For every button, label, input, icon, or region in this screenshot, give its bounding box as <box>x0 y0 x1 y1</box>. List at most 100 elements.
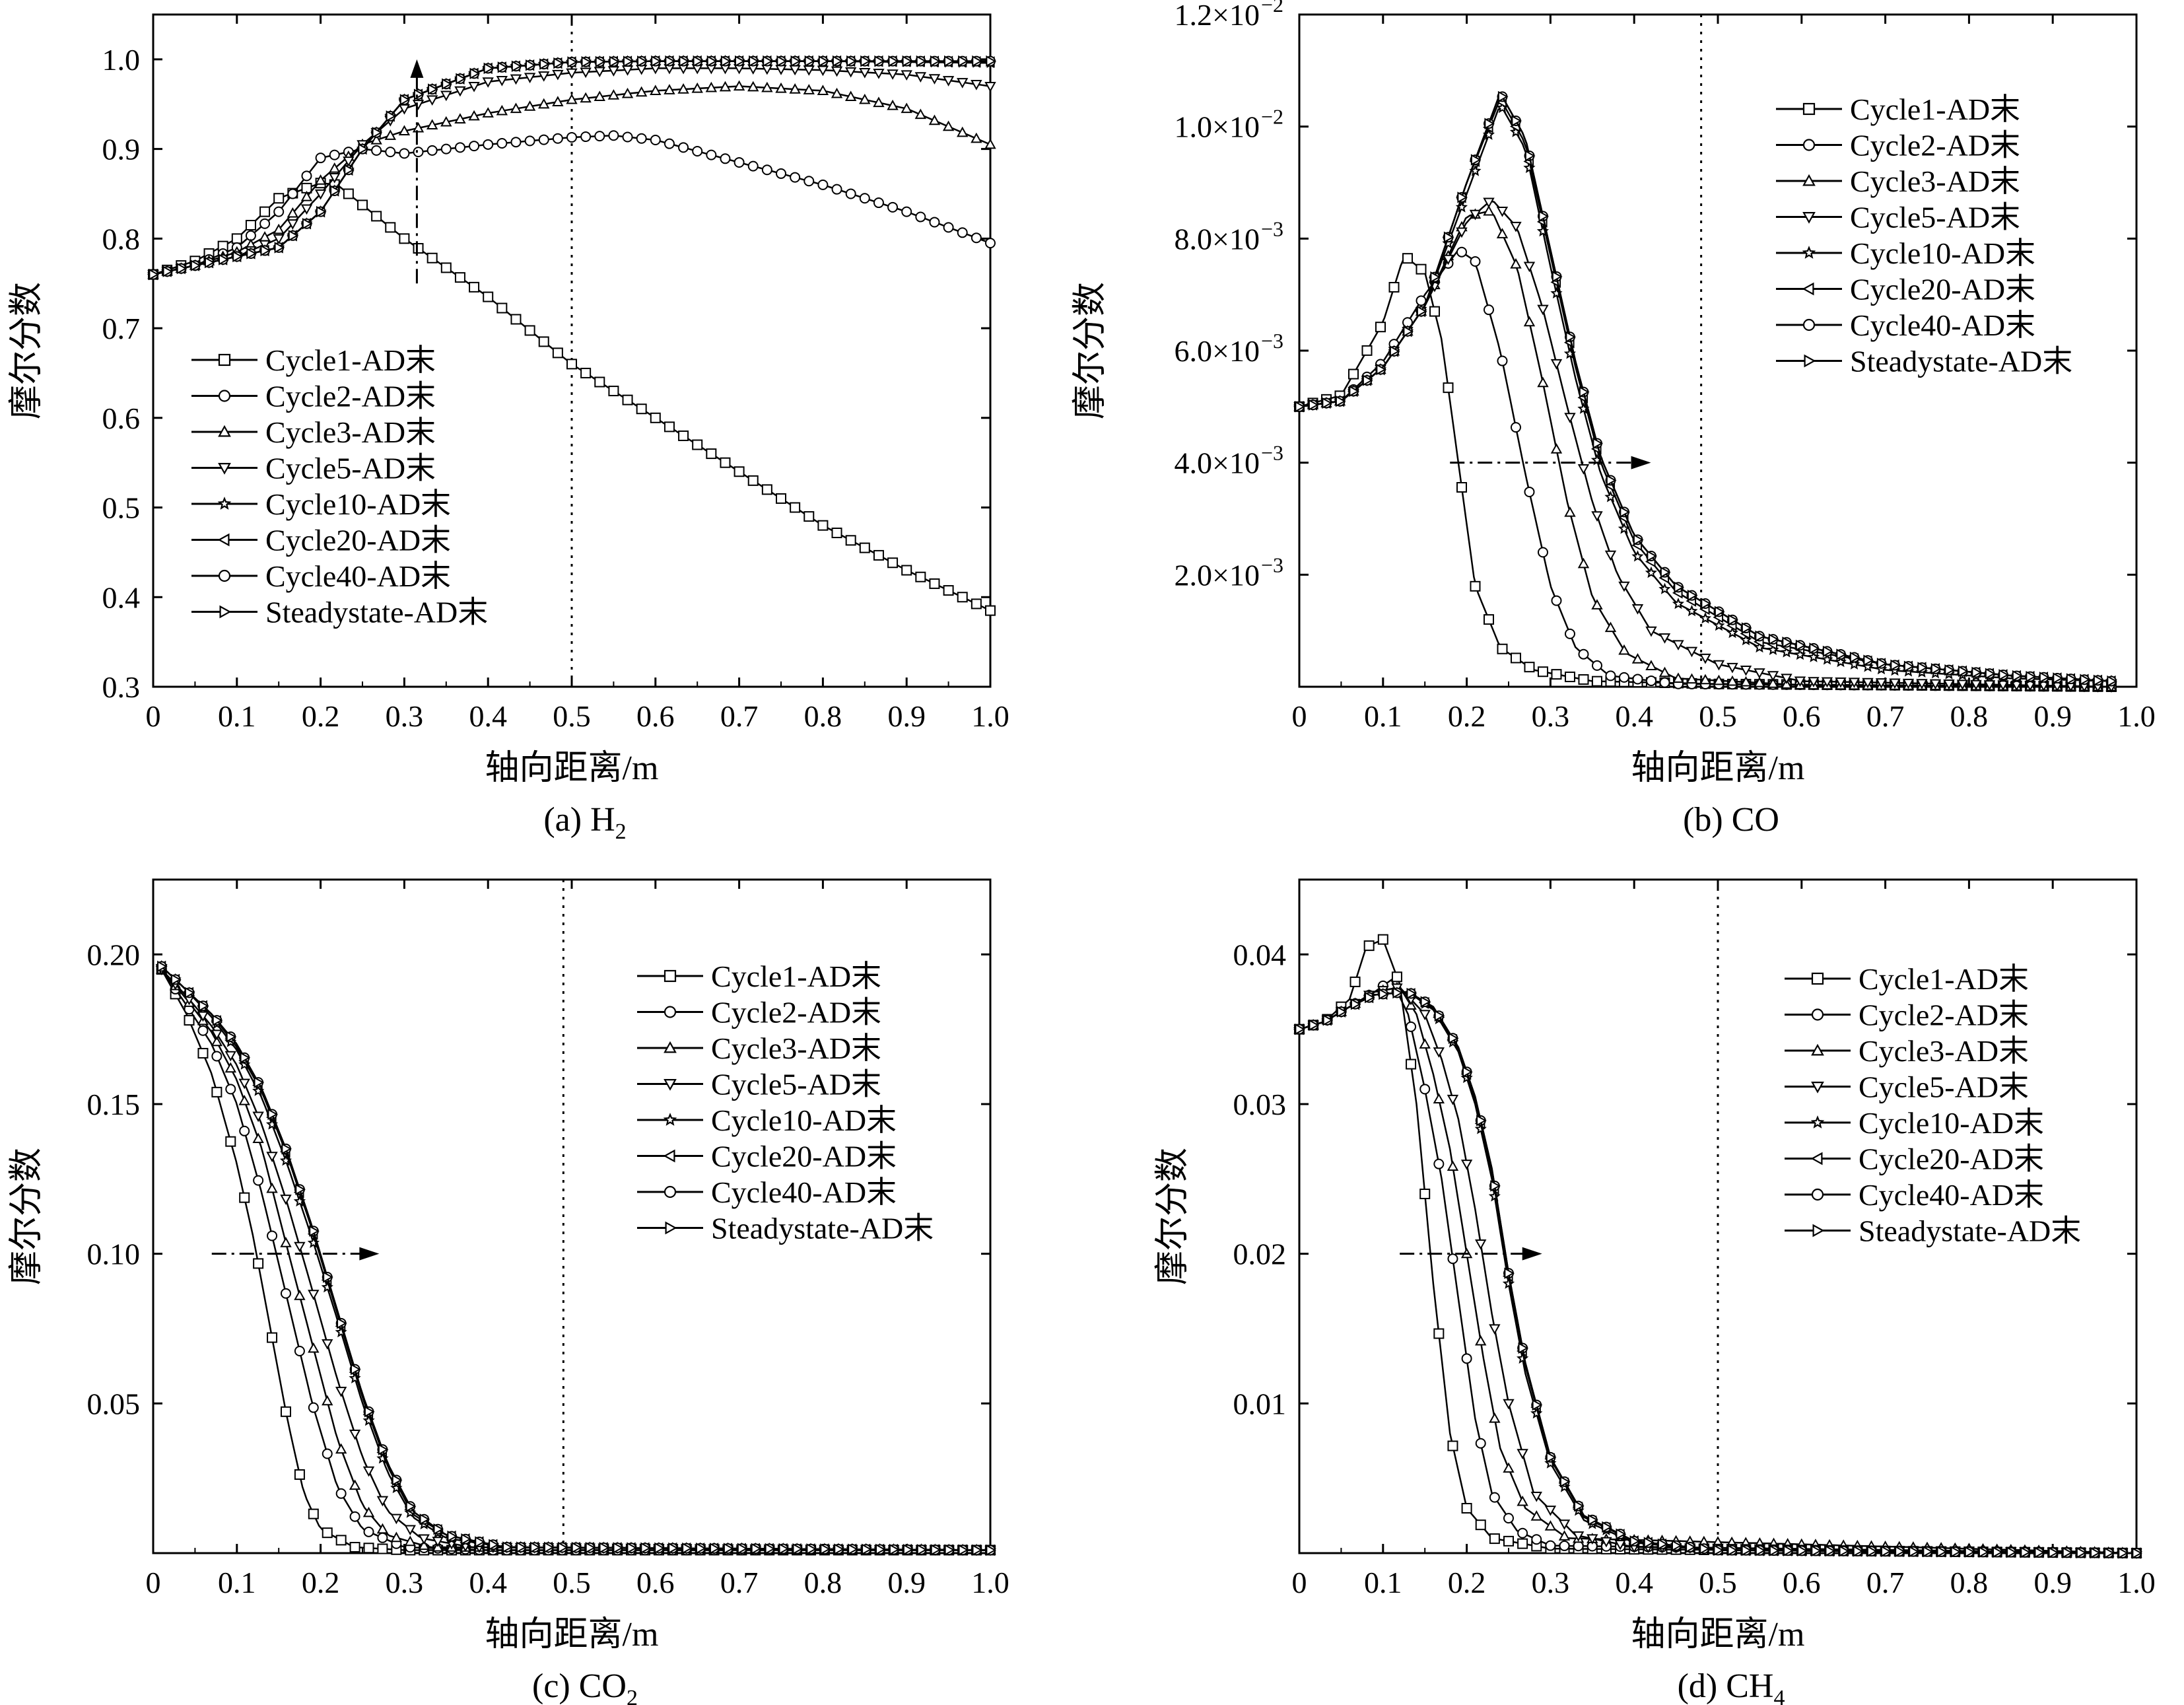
data-point <box>496 138 508 149</box>
data-point <box>1620 506 1631 518</box>
data-point <box>859 67 871 79</box>
data-point <box>1699 653 1711 664</box>
data-point <box>510 314 522 325</box>
data-point <box>1433 1047 1445 1058</box>
data-point <box>1497 355 1508 366</box>
data-point <box>1419 1084 1431 1095</box>
data-point <box>1503 1513 1514 1524</box>
data-point <box>267 1230 278 1241</box>
legend-marker <box>664 1006 677 1018</box>
caption-text: (b) CO <box>1683 801 1779 839</box>
data-point <box>580 367 592 378</box>
data-point <box>1604 621 1617 633</box>
data-point <box>1578 648 1589 660</box>
data-point <box>1484 118 1495 129</box>
data-point <box>1714 606 1725 618</box>
data-point <box>1579 386 1590 398</box>
data-point <box>608 130 619 141</box>
data-point <box>902 55 913 67</box>
data-point <box>834 1543 844 1555</box>
data-point <box>761 484 772 495</box>
data-point <box>1532 1399 1543 1411</box>
data-point <box>363 1526 374 1537</box>
data-point <box>957 227 968 238</box>
data-point <box>1600 1537 1612 1548</box>
data-point <box>1518 1342 1529 1354</box>
data-point <box>1362 374 1373 386</box>
data-point <box>1754 668 1765 679</box>
data-point <box>1993 1546 2003 1558</box>
data-point <box>776 55 788 67</box>
legend-marker <box>218 462 231 475</box>
data-point <box>1895 1545 1905 1558</box>
data-point <box>747 81 759 92</box>
data-point <box>1614 1540 1626 1550</box>
legend-label: Cycle1-AD末 <box>711 959 881 993</box>
data-point <box>1551 669 1562 680</box>
data-point <box>329 149 340 160</box>
data-point <box>363 1543 374 1554</box>
x-tick-label: 1.0 <box>971 699 1009 733</box>
panel-caption: (a) H2 <box>543 801 626 844</box>
data-point <box>329 162 341 173</box>
data-point <box>267 1332 278 1343</box>
data-point <box>580 92 592 103</box>
data-point <box>1336 1006 1348 1018</box>
data-point <box>845 535 856 546</box>
legend-marker <box>1802 318 1816 331</box>
data-point <box>1978 1546 1989 1558</box>
data-point <box>1558 1519 1571 1530</box>
data-point <box>664 84 675 94</box>
data-point <box>1923 1546 1934 1558</box>
legend-label: Steadystate-AD末 <box>711 1212 934 1245</box>
data-point <box>273 193 285 204</box>
data-point <box>803 84 815 94</box>
data-point <box>636 403 647 415</box>
data-point <box>440 143 452 155</box>
data-point <box>1403 326 1414 337</box>
x-tick-label: 0.2 <box>1448 699 1486 733</box>
data-point <box>1686 673 1698 684</box>
data-point <box>1489 1492 1500 1503</box>
data-point <box>184 1015 195 1026</box>
data-point <box>308 1402 319 1413</box>
data-point <box>529 1541 541 1553</box>
x-tick-label: 0 <box>146 699 161 733</box>
data-point <box>1672 672 1684 683</box>
data-point <box>971 598 982 609</box>
data-point <box>502 1541 513 1553</box>
data-point <box>594 67 605 78</box>
data-point <box>405 1500 417 1512</box>
data-point <box>358 143 369 155</box>
data-point <box>399 148 410 159</box>
data-point <box>1781 674 1792 684</box>
data-point <box>2104 1547 2115 1559</box>
data-point <box>204 256 215 269</box>
y-tick-label: 0.20 <box>87 938 141 971</box>
legend-label: Cycle1-AD末 <box>1850 92 2020 126</box>
data-point <box>1645 676 1656 687</box>
x-tick-label: 0.2 <box>302 1566 340 1599</box>
legend-label: Steadystate-AD末 <box>1850 345 2072 378</box>
data-point <box>273 206 285 217</box>
data-point <box>749 55 759 67</box>
data-point <box>543 1541 555 1554</box>
data-point <box>1475 1519 1486 1531</box>
data-point <box>245 219 256 230</box>
data-point <box>1375 322 1386 333</box>
data-point <box>566 131 577 143</box>
legend-label: Cycle10-AD末 <box>711 1103 897 1137</box>
x-tick-label: 0.9 <box>887 1566 926 1599</box>
data-point <box>1470 154 1482 166</box>
data-point <box>1658 666 1671 678</box>
data-point <box>378 1444 389 1455</box>
x-tick-label: 1.0 <box>2117 699 2156 733</box>
data-point <box>803 176 815 187</box>
data-point <box>1420 996 1431 1008</box>
data-point <box>524 73 536 84</box>
data-point <box>775 82 787 93</box>
legend-label: Cycle10-AD末 <box>1850 236 2035 270</box>
data-point <box>316 205 327 218</box>
data-point <box>1510 422 1521 433</box>
data-point <box>335 1488 347 1499</box>
